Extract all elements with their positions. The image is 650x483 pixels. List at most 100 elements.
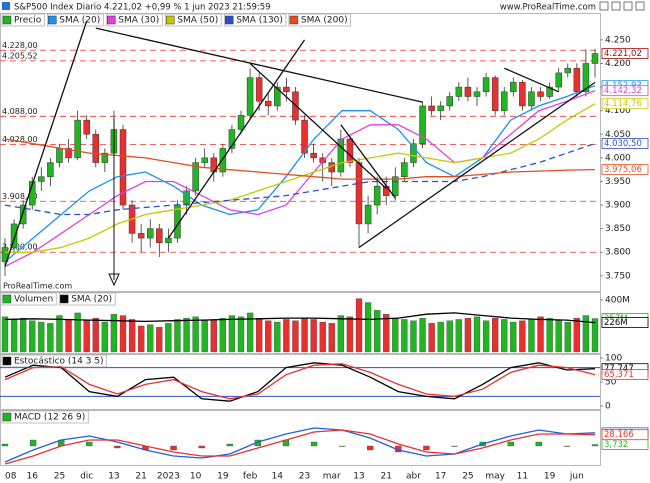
candle-body [555, 72, 562, 88]
x-tick-label: 25 [462, 472, 473, 482]
candle-body [201, 157, 208, 163]
bar [174, 319, 181, 353]
candle-body [446, 96, 454, 107]
bar [29, 320, 36, 353]
bar [246, 312, 254, 353]
candle-body [146, 228, 154, 239]
x-tick-label: 21 [381, 472, 392, 482]
indicator-line [4, 427, 596, 463]
x-tick-label: may [485, 472, 505, 482]
candle-body [455, 86, 463, 97]
level-label: 3.908,00 [2, 192, 38, 201]
legend-box [288, 13, 351, 27]
bar [423, 445, 430, 451]
indicator-line [4, 429, 596, 465]
bar [528, 319, 535, 353]
x-tick-label: 17 [435, 472, 446, 482]
value-tag-box [601, 317, 649, 328]
legend-label: SMA (30) [118, 16, 159, 26]
candle-body [183, 190, 190, 206]
indicator-line [4, 312, 596, 324]
plot-layer: 4.2504.2004.1504.1004.0504.0003.9503.900… [0, 13, 649, 482]
x-tick-label: 14 [272, 472, 284, 482]
close-icon[interactable] [635, 1, 645, 11]
value-tag: 3,732 [604, 440, 628, 450]
candle-body [255, 77, 263, 102]
bar [74, 312, 81, 353]
x-tick-label: 19 [544, 472, 556, 482]
value-tag: 65,371 [604, 370, 634, 380]
legend-box [105, 13, 163, 27]
bar [228, 315, 236, 353]
indicator-line [4, 85, 596, 263]
bar [29, 439, 37, 447]
bar [138, 325, 145, 353]
bar [237, 316, 245, 353]
value-tag-box [601, 48, 649, 59]
bar [573, 317, 580, 353]
legend-box [1, 410, 89, 424]
trendline [358, 81, 596, 249]
bar [446, 320, 453, 353]
window-icon[interactable] [623, 1, 633, 11]
bar [419, 317, 426, 353]
bar [367, 445, 374, 451]
x-tick-label: 2023 [157, 472, 180, 482]
candle-body [264, 100, 272, 107]
legend-box [164, 13, 222, 27]
legend-swatch [48, 15, 57, 25]
bar [265, 320, 272, 353]
candle-body [47, 162, 54, 177]
bar [319, 321, 326, 353]
x-tick-label: 21 [135, 472, 146, 482]
bar [492, 317, 499, 353]
y-tick-label: 100 [605, 354, 622, 364]
candle-body [410, 143, 417, 163]
window-icon[interactable] [611, 1, 621, 11]
bar [219, 317, 226, 353]
bar [283, 319, 290, 353]
legend-box [58, 292, 116, 306]
candle-body [437, 105, 444, 111]
level-label: 4.028,00 [2, 135, 38, 144]
bar [364, 302, 372, 353]
legend-label: SMA (200) [301, 16, 348, 26]
bar [591, 318, 599, 353]
value-tag-box [601, 164, 649, 176]
bar [510, 321, 517, 353]
bar [537, 316, 544, 353]
candle-body [246, 77, 254, 116]
candle-body [56, 148, 63, 163]
bar [337, 315, 344, 353]
candle-body [156, 228, 163, 244]
candle-body [228, 129, 236, 149]
y-tick-label: 0 [605, 402, 611, 412]
candle-body [346, 138, 354, 163]
candle-body [19, 204, 27, 225]
legend-label: Volumen [14, 295, 53, 305]
bar [92, 317, 99, 353]
y-tick-label: 3.900 [605, 201, 631, 211]
candle-body [373, 185, 381, 206]
bar [482, 320, 490, 353]
indicator-line [5, 103, 596, 253]
panel [0, 410, 601, 466]
level-label: 3.800,00 [2, 243, 38, 252]
legend-label: Precio [14, 16, 42, 26]
bar [464, 317, 472, 353]
panel-title: MACD (12 26 9) [14, 413, 85, 423]
bar [56, 315, 63, 353]
value-tag: 77,747 [604, 364, 634, 374]
candle-body [119, 129, 127, 206]
bar [355, 298, 363, 353]
indicator-line [4, 138, 596, 180]
candle-body [510, 82, 517, 93]
settings-icon[interactable] [599, 1, 609, 11]
candle-body [491, 77, 499, 111]
indicator-line [4, 363, 596, 400]
bar [170, 445, 177, 451]
value-tag: 3.975,06 [604, 165, 642, 175]
value-tag-box [601, 85, 649, 97]
x-tick-label: 13 [353, 472, 364, 482]
candle-body [519, 82, 526, 107]
